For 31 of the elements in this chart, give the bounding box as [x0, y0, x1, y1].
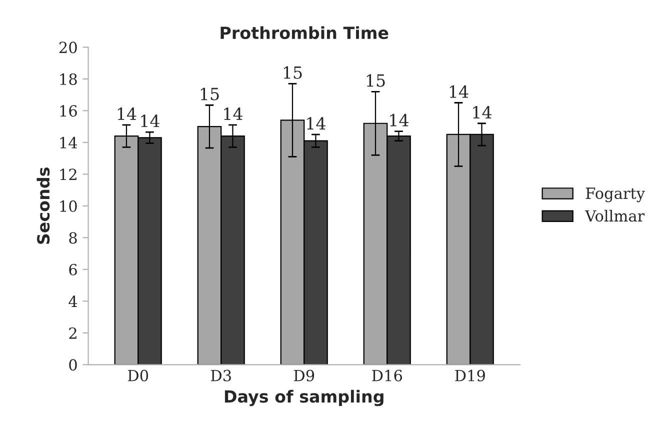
- y-tick-label: 8: [69, 232, 77, 244]
- chart-title: Prothrombin Time: [220, 26, 388, 40]
- y-tick-label: 16: [60, 105, 77, 117]
- data-label: 14: [141, 114, 160, 128]
- y-tick-label: 12: [60, 168, 76, 180]
- data-label: 15: [366, 74, 385, 87]
- y-tick-label: 18: [60, 73, 77, 85]
- y-tick-label: 6: [69, 264, 77, 276]
- x-tick-label: D3: [210, 370, 231, 382]
- data-label: 14: [118, 108, 136, 120]
- x-tick-label: D0: [128, 370, 148, 382]
- data-label: 14: [450, 85, 468, 98]
- y-tick-label: 2: [69, 327, 76, 339]
- legend-label: Vollmar: [584, 210, 645, 222]
- y-axis-title: Seconds: [36, 168, 50, 244]
- y-tick-label: 20: [59, 42, 77, 54]
- x-tick-label: D16: [372, 370, 402, 382]
- data-label: 14: [224, 108, 242, 120]
- x-tick-label: D19: [455, 370, 485, 382]
- legend-label: Fogarty: [586, 188, 645, 202]
- y-tick-label: 14: [60, 136, 78, 148]
- data-label: 14: [307, 117, 326, 130]
- y-tick-label: 0: [69, 359, 77, 371]
- data-label: 15: [200, 88, 219, 100]
- data-label: 14: [473, 106, 492, 118]
- y-tick-label: 4: [68, 296, 78, 307]
- x-axis-title: Days of sampling: [224, 390, 384, 406]
- x-tick-label: D9: [294, 370, 314, 382]
- y-tick-label: 10: [60, 200, 77, 212]
- data-label: 15: [284, 66, 302, 79]
- data-label: 14: [390, 114, 409, 126]
